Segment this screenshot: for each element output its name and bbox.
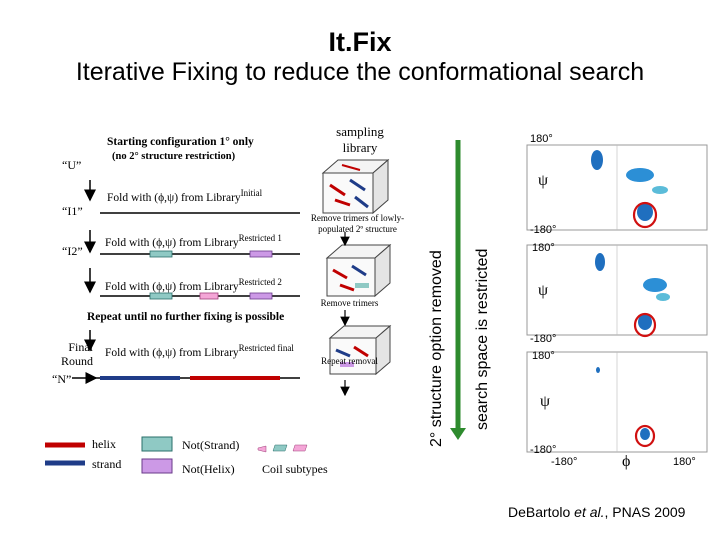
legend-not-helix-label: Not(Helix) <box>182 462 235 476</box>
label-u: “U” <box>62 158 82 172</box>
legend-strand-label: strand <box>92 457 122 471</box>
rama3-x-right-label: 180° <box>673 456 696 468</box>
fold-r1-text: Fold with (ϕ,ψ) from Library <box>105 236 239 249</box>
rama3-phi-label: ϕ <box>622 453 631 470</box>
fold-final-sup: Restricted final <box>238 343 294 353</box>
legend-not-strand-label: Not(Strand) <box>182 438 240 452</box>
fold-initial-text: Fold with (ϕ,ψ) from Library <box>107 191 241 204</box>
library-cube-3 <box>328 324 392 376</box>
rama3-bottom-label: -180° <box>530 444 557 456</box>
library-cube-2 <box>325 243 392 298</box>
fold-r1-sup: Restricted 1 <box>238 233 282 243</box>
legend-coil-label: Coil subtypes <box>262 462 328 476</box>
page-title: It.Fix <box>328 27 392 57</box>
legend-not-strand-swatch <box>141 436 173 452</box>
citation-journal: , PNAS 2009 <box>604 504 686 520</box>
citation-authors: DeBartolo <box>508 504 571 520</box>
vertical-label-restricted: search space is restricted <box>474 248 491 430</box>
library-header: sampling library <box>336 124 384 155</box>
rama3-top-label: 180° <box>532 350 555 362</box>
rama1-psi-label: ψ <box>538 172 549 189</box>
fold-initial-label: Fold with (ϕ,ψ) from LibraryInitial <box>107 188 262 204</box>
repeat-removal: Repeat removal <box>321 356 378 366</box>
page-subtitle: Iterative Fixing to reduce the conformat… <box>75 58 645 86</box>
start-config-sub: (no 2° structure restriction) <box>112 151 236 162</box>
fold-r2-sup: Restricted 2 <box>238 277 282 287</box>
fold-r2-text: Fold with (ϕ,ψ) from Library <box>105 280 239 293</box>
label-i1: “I1” <box>62 204 83 218</box>
fold-final-text: Fold with (ϕ,ψ) from Library <box>105 346 239 359</box>
remove-trimers-lowly: Remove trimers of lowly-populated 2º str… <box>310 213 405 234</box>
legend-coil-swatch-2 <box>272 444 288 452</box>
rama-plot-3 <box>526 351 708 453</box>
rama2-psi-label: ψ <box>538 282 549 299</box>
citation-etal: et al. <box>574 504 605 520</box>
fold-r2-label: Fold with (ϕ,ψ) from LibraryRestricted 2 <box>105 277 282 293</box>
legend-helix-label: helix <box>92 437 116 451</box>
label-n: “N” <box>52 372 72 386</box>
remove-trimers: Remove trimers <box>320 298 379 308</box>
rama-plot-1 <box>526 144 708 231</box>
green-arrow-head <box>450 428 466 440</box>
rama3-psi-label: ψ <box>540 393 551 410</box>
library-cube-1 <box>321 158 390 215</box>
legend-coil-swatch-3 <box>292 444 308 452</box>
legend-shapes <box>45 436 308 474</box>
fold-r1-label: Fold with (ϕ,ψ) from LibraryRestricted 1 <box>105 233 282 249</box>
repeat-text: Repeat until no further fixing is possib… <box>87 311 285 323</box>
rama1-bottom-label: -180° <box>530 224 557 236</box>
rama-plot-2 <box>526 244 708 338</box>
rama2-bottom-label: -180° <box>530 333 557 345</box>
rama3-x-left-label: -180° <box>551 456 578 468</box>
label-i2: “I2” <box>62 244 83 258</box>
legend-not-helix-swatch <box>141 458 173 474</box>
citation: DeBartolo et al., PNAS 2009 <box>508 504 685 520</box>
fold-final-label: Fold with (ϕ,ψ) from LibraryRestricted f… <box>105 343 294 359</box>
rama2-top-label: 180° <box>532 242 555 254</box>
chain-r2 <box>100 292 300 300</box>
fold-initial-sup: Initial <box>240 188 263 198</box>
legend-coil-swatch-1 <box>257 445 267 453</box>
chain-i2 <box>100 250 300 258</box>
start-config-label: Starting configuration 1° only <box>107 136 254 148</box>
label-final-round: Final Round <box>60 340 93 368</box>
vertical-label-removed: 2° structure option removed <box>428 250 445 447</box>
rama1-top-label: 180° <box>530 133 553 145</box>
